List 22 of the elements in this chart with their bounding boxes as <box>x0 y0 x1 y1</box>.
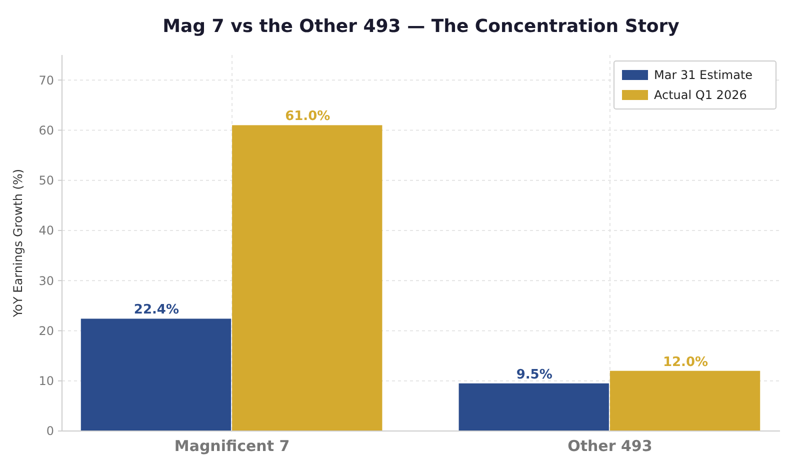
y-tick-label: 60 <box>38 123 54 138</box>
chart-title: Mag 7 vs the Other 493 — The Concentration Story <box>162 16 680 37</box>
data-label: 9.5% <box>516 367 552 382</box>
y-tick-label: 40 <box>38 224 54 238</box>
x-tick-label: Other 493 <box>568 437 652 455</box>
data-label: 22.4% <box>134 302 180 318</box>
bar <box>610 370 760 431</box>
y-tick-label: 50 <box>38 174 54 188</box>
y-tick-label: 70 <box>38 73 54 88</box>
data-label: 61.0% <box>285 109 330 124</box>
legend-label: Mar 31 Estimate <box>654 68 753 82</box>
y-tick-label: 30 <box>38 274 54 288</box>
bar <box>458 383 609 431</box>
x-tick-label: Magnificent 7 <box>174 437 290 455</box>
legend-label: Actual Q1 2026 <box>654 88 747 102</box>
y-tick-label: 20 <box>38 324 54 338</box>
bar <box>232 125 382 431</box>
data-label: 12.0% <box>662 354 708 370</box>
y-axis-title: YoY Earnings Growth (%) <box>11 168 25 318</box>
bar <box>80 318 232 431</box>
y-tick-label: 0 <box>46 424 54 438</box>
y-tick-label: 10 <box>38 374 54 388</box>
